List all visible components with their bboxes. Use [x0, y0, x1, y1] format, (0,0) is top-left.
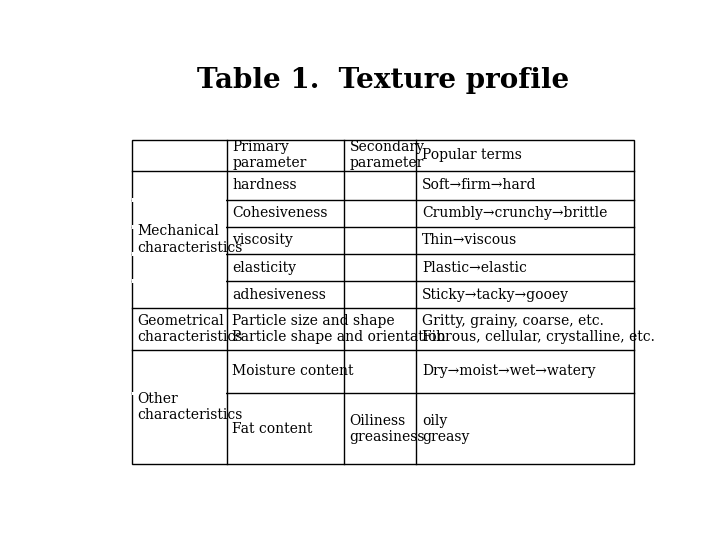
Text: Geometrical
characteristics: Geometrical characteristics — [138, 314, 243, 344]
Text: oily
greasy: oily greasy — [422, 414, 469, 444]
Text: Sticky→tacky→gooey: Sticky→tacky→gooey — [422, 287, 569, 301]
Text: hardness: hardness — [233, 178, 297, 192]
Text: Other
characteristics: Other characteristics — [138, 392, 243, 422]
Text: adhesiveness: adhesiveness — [233, 287, 326, 301]
Text: Table 1.  Texture profile: Table 1. Texture profile — [197, 67, 569, 94]
Bar — [132, 225, 226, 228]
Text: Thin→viscous: Thin→viscous — [422, 233, 517, 247]
Text: Particle size and shape
Particle shape and orientation: Particle size and shape Particle shape a… — [233, 314, 446, 344]
Text: elasticity: elasticity — [233, 260, 297, 274]
Text: Mechanical
characteristics: Mechanical characteristics — [138, 224, 243, 254]
Bar — [132, 140, 634, 464]
Text: Dry→moist→wet→watery: Dry→moist→wet→watery — [422, 364, 595, 379]
Text: Plastic→elastic: Plastic→elastic — [422, 260, 527, 274]
Text: Moisture content: Moisture content — [233, 364, 354, 379]
Text: Secondary
parameter: Secondary parameter — [349, 140, 425, 170]
Bar — [132, 279, 226, 282]
Text: Gritty, grainy, coarse, etc.
Fibrous, cellular, crystalline, etc.: Gritty, grainy, coarse, etc. Fibrous, ce… — [422, 314, 655, 344]
Text: Fat content: Fat content — [233, 422, 312, 436]
Text: Cohesiveness: Cohesiveness — [233, 206, 328, 220]
Bar — [132, 252, 226, 255]
Bar — [132, 392, 226, 395]
Text: Popular terms: Popular terms — [422, 148, 522, 162]
Bar — [132, 198, 226, 201]
Text: Oiliness
greasiness: Oiliness greasiness — [349, 414, 425, 444]
Text: Soft→firm→hard: Soft→firm→hard — [422, 178, 536, 192]
Text: viscosity: viscosity — [233, 233, 293, 247]
Text: Crumbly→crunchy→brittle: Crumbly→crunchy→brittle — [422, 206, 608, 220]
Text: Primary
parameter: Primary parameter — [233, 140, 307, 170]
